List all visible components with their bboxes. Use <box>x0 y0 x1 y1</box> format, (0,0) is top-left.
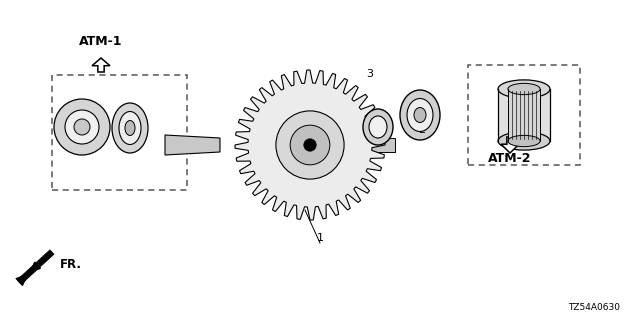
Polygon shape <box>235 70 385 220</box>
Ellipse shape <box>498 80 550 98</box>
Ellipse shape <box>369 116 387 138</box>
Ellipse shape <box>414 108 426 123</box>
Circle shape <box>304 139 316 151</box>
Polygon shape <box>501 137 519 153</box>
Polygon shape <box>92 58 110 72</box>
Ellipse shape <box>508 83 540 95</box>
Polygon shape <box>165 135 220 155</box>
Bar <box>320 138 395 152</box>
Text: ATM-2: ATM-2 <box>488 152 532 165</box>
Ellipse shape <box>400 90 440 140</box>
Text: FR.: FR. <box>60 259 82 271</box>
Circle shape <box>276 111 344 179</box>
Ellipse shape <box>508 135 540 147</box>
Ellipse shape <box>112 103 148 153</box>
Text: ATM-1: ATM-1 <box>79 35 123 48</box>
Circle shape <box>65 110 99 144</box>
Circle shape <box>54 99 110 155</box>
Text: 1: 1 <box>317 233 323 243</box>
Bar <box>498 89 550 141</box>
Text: 3: 3 <box>367 69 374 79</box>
Bar <box>468 65 580 165</box>
Text: 2: 2 <box>419 125 426 135</box>
Ellipse shape <box>119 111 141 145</box>
Ellipse shape <box>363 109 393 145</box>
Polygon shape <box>16 250 54 286</box>
Circle shape <box>290 125 330 165</box>
Bar <box>52 75 187 190</box>
Circle shape <box>74 119 90 135</box>
Bar <box>508 89 540 141</box>
Ellipse shape <box>125 121 135 135</box>
Ellipse shape <box>407 99 433 132</box>
Text: TZ54A0630: TZ54A0630 <box>568 303 620 312</box>
Ellipse shape <box>498 132 550 150</box>
